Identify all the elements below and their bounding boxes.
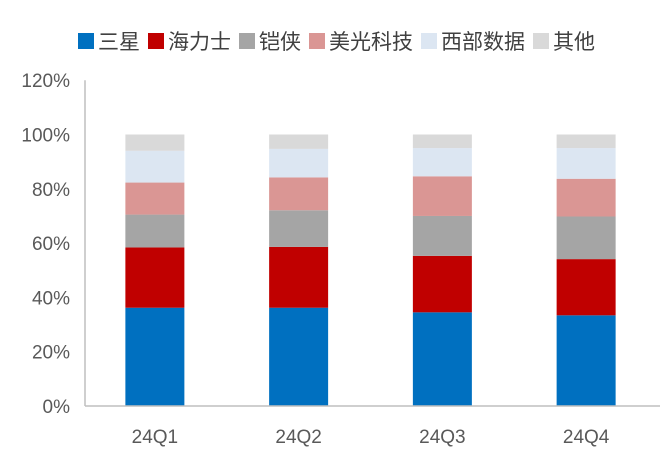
bar-segment-1-4	[269, 148, 329, 178]
legend-swatch	[239, 33, 255, 49]
legend-label: 西部数据	[441, 30, 525, 54]
bar-segment-3-1	[556, 259, 616, 316]
bar-segment-0-1	[125, 247, 185, 308]
legend-label: 其他	[553, 30, 595, 54]
bar-segment-0-0	[125, 307, 185, 406]
y-tick-label: 0%	[43, 397, 71, 418]
legend: 三星 海力士 铠侠 美光科技 西部数据 其他	[78, 30, 595, 54]
bar-segment-1-5	[269, 134, 329, 149]
y-tick-label: 20%	[32, 343, 70, 364]
x-tick-label: 24Q2	[275, 427, 321, 448]
bar-segment-3-5	[556, 134, 616, 149]
bar-segment-2-3	[412, 176, 472, 216]
y-axis: 0% 20% 40% 60% 80% 100% 120%	[21, 71, 86, 418]
y-tick-label: 120%	[21, 71, 70, 92]
legend-swatch	[78, 33, 94, 49]
bar-segment-2-1	[412, 255, 472, 313]
bar-segment-0-4	[125, 150, 185, 183]
x-tick-label: 24Q4	[563, 427, 610, 448]
legend-label: 海力士	[168, 30, 231, 54]
bar-segment-1-2	[269, 210, 329, 247]
bar-segment-1-3	[269, 177, 329, 211]
bar-segment-0-3	[125, 182, 185, 215]
bar-segment-2-2	[412, 215, 472, 256]
y-tick-label: 80%	[32, 180, 70, 201]
x-axis: 24Q1 24Q2 24Q3 24Q4	[85, 405, 660, 448]
legend-swatch	[421, 33, 437, 49]
x-tick-label: 24Q1	[132, 427, 178, 448]
legend-label: 铠侠	[259, 30, 301, 54]
bar-segment-2-5	[412, 134, 472, 149]
bar-segment-3-3	[556, 178, 616, 217]
bar-segment-2-4	[412, 148, 472, 177]
legend-swatch	[148, 33, 164, 49]
bar-segment-3-4	[556, 148, 616, 179]
y-tick-label: 60%	[32, 234, 70, 255]
legend-swatch	[309, 33, 325, 49]
bar-segment-2-0	[412, 312, 472, 406]
legend-label: 三星	[98, 30, 140, 54]
bar-segment-3-2	[556, 216, 616, 260]
bar-segment-0-5	[125, 134, 185, 151]
bar-segment-1-1	[269, 246, 329, 308]
bars	[125, 134, 616, 406]
bar-segment-0-2	[125, 214, 185, 248]
legend-label: 美光科技	[329, 30, 413, 54]
x-tick-label: 24Q3	[419, 427, 465, 448]
bar-segment-3-0	[556, 315, 616, 406]
bar-segment-1-0	[269, 307, 329, 406]
y-tick-label: 100%	[21, 126, 70, 147]
legend-swatch	[533, 33, 549, 49]
y-tick-label: 40%	[32, 288, 70, 309]
